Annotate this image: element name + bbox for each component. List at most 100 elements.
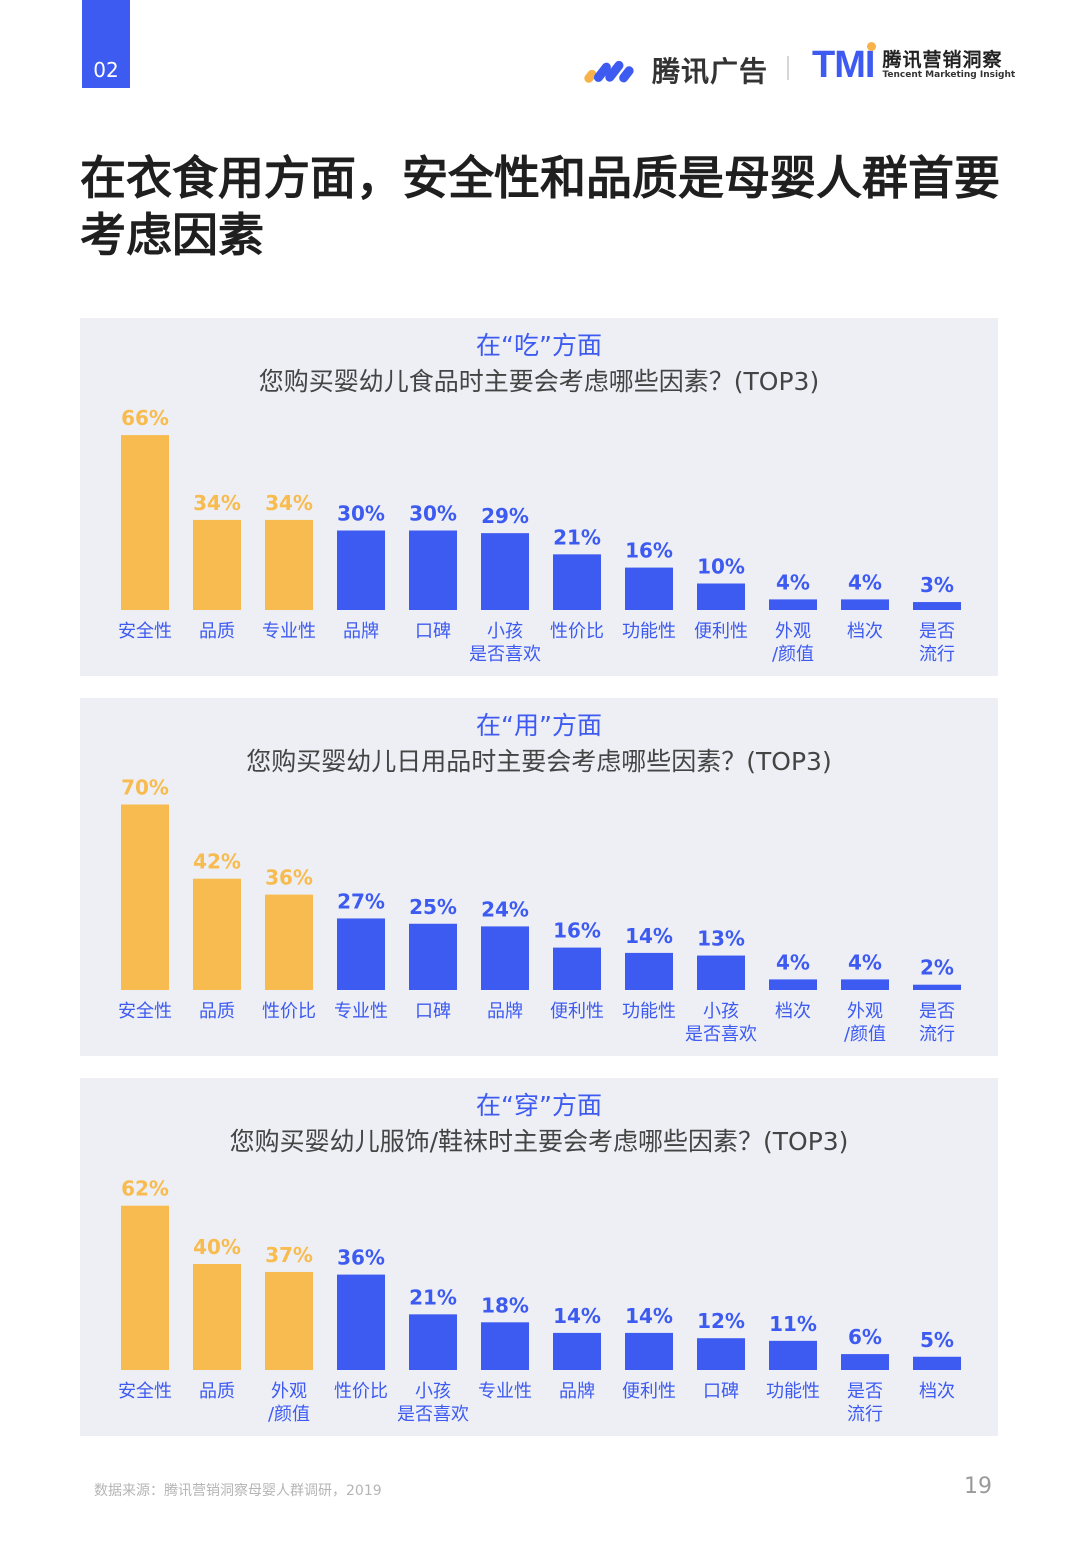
panel-title: 在“用”方面	[476, 711, 602, 740]
bar	[697, 1338, 745, 1370]
bar-value-label: 10%	[697, 555, 745, 579]
bar	[409, 530, 457, 610]
category-label: 品质	[199, 1001, 235, 1022]
bar-value-label: 34%	[193, 491, 241, 515]
tmi-logo: TMI 腾讯营销洞察 Tencent Marketing Insight	[812, 42, 1016, 87]
category-label: 功能性	[622, 621, 676, 642]
bar	[841, 979, 889, 990]
category-label: 便利性	[550, 1001, 604, 1022]
tmi-logo-cn: 腾讯营销洞察	[882, 48, 1003, 71]
tencent-ads-logo-text: 腾讯广告	[652, 55, 769, 88]
category-label: 流行	[847, 1404, 883, 1425]
bar-value-label: 29%	[481, 504, 529, 528]
bar-value-label: 30%	[337, 502, 385, 526]
page-title: 在衣食用方面，安全性和品质是母婴人群首要考虑因素	[80, 151, 1000, 262]
category-label: 是否	[919, 1001, 955, 1022]
logo-divider	[787, 56, 789, 80]
category-label: 流行	[919, 1024, 955, 1045]
category-label: 性价比	[550, 621, 604, 642]
bar	[121, 435, 169, 610]
category-label: 口碑	[415, 1001, 451, 1022]
bar	[481, 926, 529, 990]
bar-value-label: 21%	[553, 525, 601, 549]
bar-value-label: 4%	[776, 950, 810, 974]
bar	[409, 1314, 457, 1370]
bar-value-label: 16%	[625, 539, 673, 563]
bar	[769, 599, 817, 610]
category-label: 是否	[847, 1381, 883, 1402]
bar	[625, 952, 673, 990]
data-source: 数据来源：腾讯营销洞察母婴人群调研，2019	[94, 1483, 382, 1499]
category-label: 是否	[919, 621, 955, 642]
bar	[769, 979, 817, 990]
category-label: 功能性	[766, 1381, 820, 1402]
category-label: 小孩	[415, 1381, 451, 1402]
category-label: 外观	[775, 621, 811, 642]
bar	[913, 602, 961, 610]
bar	[121, 804, 169, 990]
category-label: 功能性	[622, 1001, 676, 1022]
bar	[481, 1322, 529, 1370]
bar-value-label: 4%	[848, 950, 882, 974]
bar-value-label: 66%	[121, 406, 169, 430]
bar-value-label: 14%	[625, 1304, 673, 1328]
bar-value-label: 12%	[697, 1309, 745, 1333]
bar-value-label: 21%	[409, 1285, 457, 1309]
tencent-ads-logo: 腾讯广告	[584, 50, 768, 90]
bar-value-label: 3%	[920, 573, 954, 597]
bar-value-label: 13%	[697, 927, 745, 951]
bar	[193, 878, 241, 990]
bar	[625, 567, 673, 610]
bar	[337, 1274, 385, 1370]
bar-value-label: 27%	[337, 889, 385, 913]
bar	[553, 1332, 601, 1370]
category-label: /颜值	[772, 644, 814, 665]
category-label: 安全性	[118, 1001, 172, 1022]
panel-question: 您购买婴幼儿服饰/鞋袜时主要会考虑哪些因素？(TOP3)	[229, 1127, 849, 1156]
panel-title: 在“穿”方面	[476, 1091, 602, 1120]
bar-value-label: 36%	[337, 1246, 385, 1270]
bar-value-label: 24%	[481, 897, 529, 921]
category-label: 专业性	[478, 1381, 532, 1402]
bar	[697, 955, 745, 990]
category-label: 性价比	[262, 1001, 316, 1022]
bar-value-label: 62%	[121, 1177, 169, 1201]
bar	[409, 923, 457, 990]
bar-value-label: 4%	[776, 570, 810, 594]
bar	[265, 894, 313, 990]
category-label: 品质	[199, 621, 235, 642]
bar-value-label: 4%	[848, 570, 882, 594]
tencent-ads-logo-mark	[584, 60, 634, 83]
category-label: 品牌	[343, 621, 379, 642]
category-label: 便利性	[694, 621, 748, 642]
bar	[121, 1205, 169, 1370]
bar-value-label: 14%	[625, 924, 673, 948]
category-label: 口碑	[703, 1381, 739, 1402]
bar	[697, 583, 745, 610]
panel-use: 在“用”方面 您购买婴幼儿日用品时主要会考虑哪些因素？(TOP3) 70% 安全性…	[80, 698, 998, 1056]
panel-question: 您购买婴幼儿食品时主要会考虑哪些因素？(TOP3)	[258, 367, 820, 396]
bar	[769, 1340, 817, 1370]
category-label: 专业性	[334, 1001, 388, 1022]
panel-title: 在“吃”方面	[476, 331, 602, 360]
bar-value-label: 30%	[409, 502, 457, 526]
bar	[553, 947, 601, 990]
bar-value-label: 6%	[848, 1325, 882, 1349]
category-label: 流行	[919, 644, 955, 665]
bar	[841, 1354, 889, 1370]
category-label: 安全性	[118, 1381, 172, 1402]
bar	[193, 1264, 241, 1370]
page-tab: 02	[82, 0, 130, 88]
bar-value-label: 11%	[769, 1312, 817, 1336]
bar-value-label: 5%	[920, 1328, 954, 1352]
bar-value-label: 18%	[481, 1293, 529, 1317]
bar-value-label: 36%	[265, 866, 313, 890]
bar-value-label: 70%	[121, 776, 169, 800]
category-label: 是否喜欢	[397, 1404, 469, 1425]
category-label: 档次	[919, 1381, 955, 1402]
bar-value-label: 2%	[920, 956, 954, 980]
bar	[193, 519, 241, 610]
tmi-logo-en: Tencent Marketing Insight	[882, 69, 1016, 80]
category-label: 档次	[847, 621, 883, 642]
bar	[337, 530, 385, 610]
